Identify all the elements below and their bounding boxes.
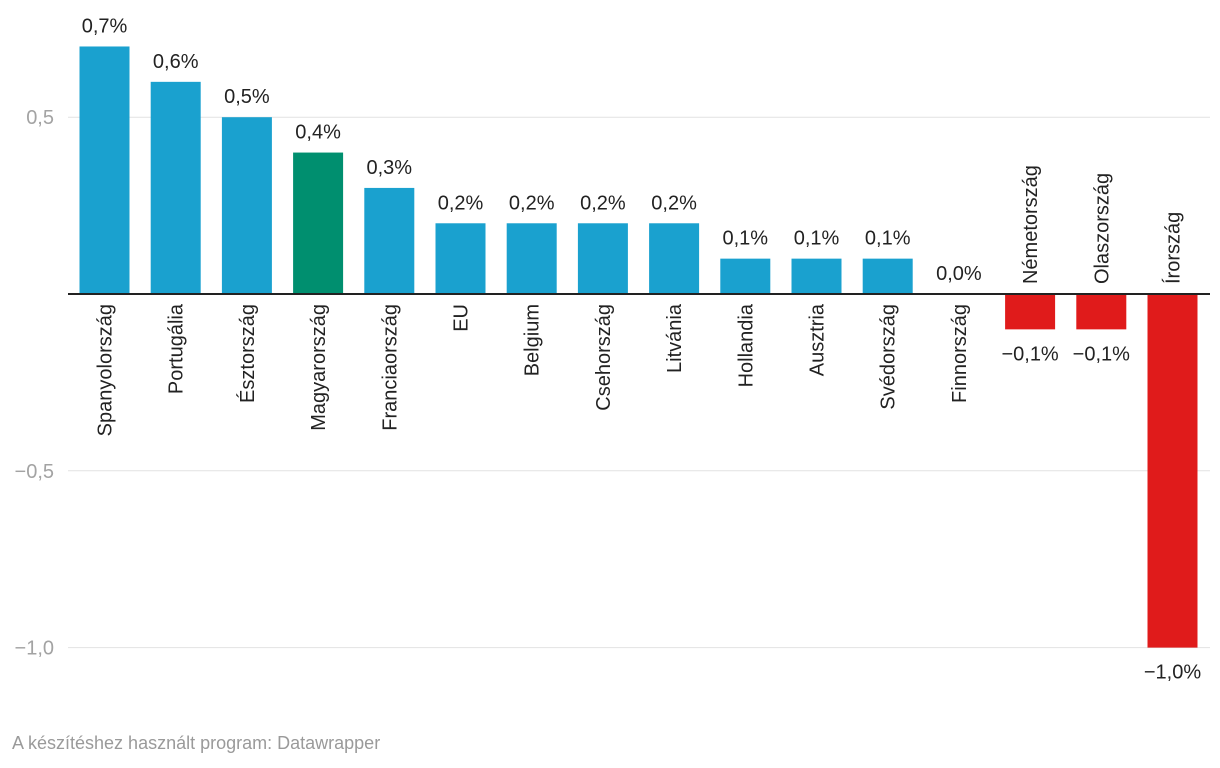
category-label: Magyarország [308, 304, 330, 431]
value-label: 0,6% [153, 51, 199, 73]
category-label: Hollandia [735, 303, 757, 387]
bar-13 [1005, 294, 1056, 330]
value-label: 0,3% [367, 157, 413, 179]
value-labels: 0,7% 0,6% 0,5% 0,4% 0,3% 0,2% 0,2% 0,2% 0,2% 0,1%… [82, 15, 1202, 683]
value-label: 0,7% [82, 15, 128, 37]
value-label: −1,0% [1144, 662, 1201, 684]
value-label: 0,5% [224, 86, 270, 108]
bar-1 [150, 81, 201, 294]
category-label: Belgium [522, 304, 544, 376]
category-label: Spanyolország [95, 304, 117, 436]
category-label: Portugália [166, 303, 188, 394]
category-label: Svédország [878, 304, 900, 410]
value-label: 0,0% [936, 263, 982, 285]
value-label: 0,2% [580, 192, 626, 214]
bar-5 [435, 223, 486, 294]
bar-4 [364, 187, 415, 294]
value-label: 0,2% [509, 192, 555, 214]
category-label: Ausztria [807, 303, 829, 376]
value-label: 0,1% [794, 228, 840, 250]
category-labels: Spanyolország Portugália Észtország Magyaro… [95, 165, 1185, 436]
bar-10 [791, 258, 842, 294]
value-label: 0,1% [723, 228, 769, 250]
bar-2 [221, 117, 272, 294]
value-label: −0,1% [1001, 343, 1058, 365]
value-label: −0,1% [1073, 343, 1130, 365]
category-label: Franciaország [379, 304, 401, 431]
value-label: 0,4% [295, 122, 341, 144]
bar-7 [577, 223, 628, 294]
y-tick-label: −0,5 [15, 461, 54, 483]
category-label: EU [451, 304, 473, 332]
category-label: Litvánia [664, 303, 686, 373]
bar-0 [79, 46, 130, 295]
y-tick-label: 0,5 [26, 107, 54, 129]
bar-8 [649, 223, 700, 294]
bar-9 [720, 258, 771, 294]
category-label: Írország [1162, 212, 1185, 284]
value-label: 0,2% [651, 192, 697, 214]
category-label: Németország [1020, 165, 1042, 284]
bar-chart: 0,5 −0,5 −1,0 0,7% 0,6% 0,5% 0,4% 0,3% 0,2% 0,2%… [15, 15, 1210, 684]
value-label: 0,1% [865, 228, 911, 250]
bar-6 [506, 223, 557, 294]
category-label: Észtország [236, 304, 259, 403]
value-label: 0,2% [438, 192, 484, 214]
bar-11 [862, 258, 913, 294]
y-axis-ticks: 0,5 −0,5 −1,0 [15, 107, 54, 659]
bar-3 [293, 152, 344, 294]
y-tick-label: −1,0 [15, 638, 54, 660]
footer-credit: A készítéshez használt program: Datawrap… [12, 733, 381, 753]
bar-14 [1076, 294, 1127, 330]
bar-15 [1147, 294, 1198, 648]
category-label: Olaszország [1091, 173, 1113, 284]
category-label: Csehország [593, 304, 615, 411]
category-label: Finnország [949, 304, 971, 403]
bars [79, 46, 1198, 648]
